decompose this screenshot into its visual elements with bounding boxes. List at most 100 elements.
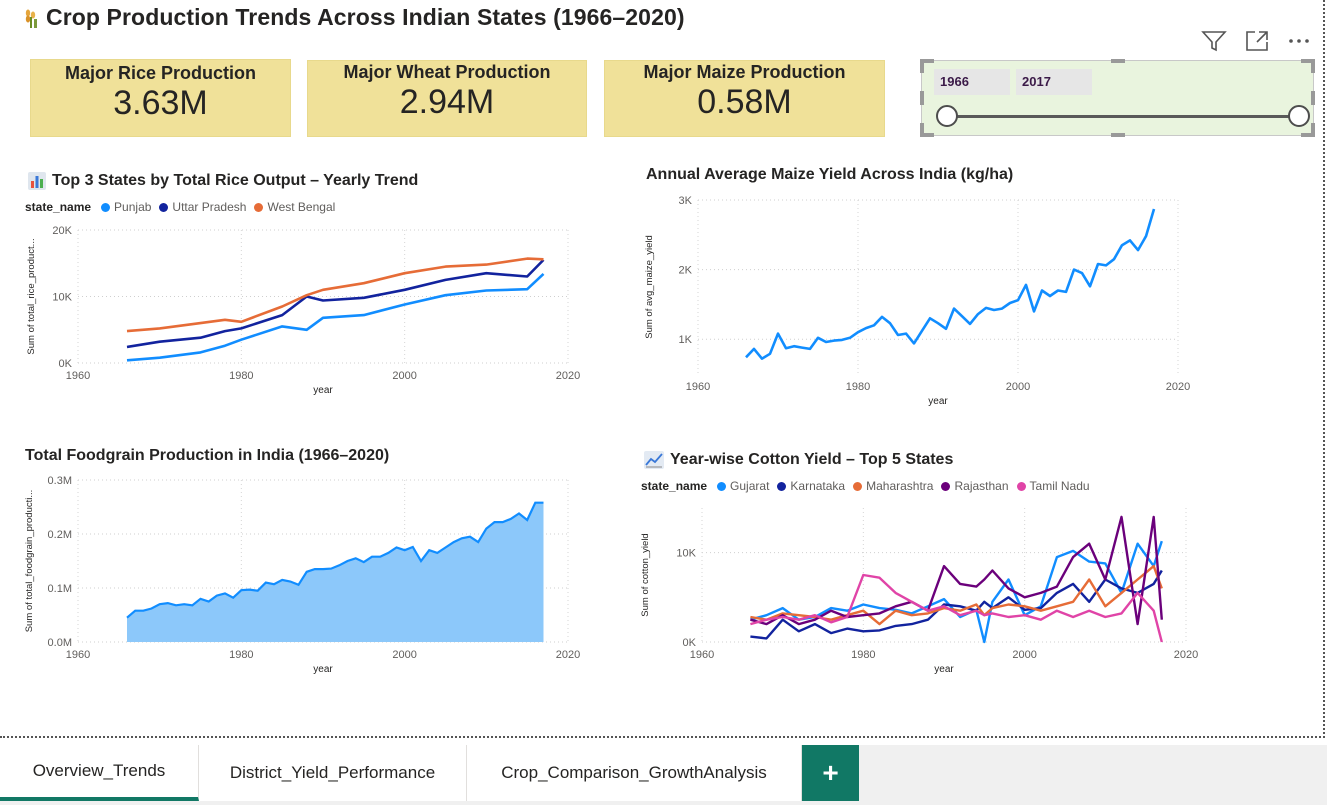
bar-chart-icon [28,172,46,190]
x-tick-label: 2000 [1012,649,1036,661]
x-axis-label: year [313,664,333,675]
series-line-rajasthan [750,515,1163,626]
chart-title-text: Total Foodgrain Production in India (196… [25,447,390,464]
resize-handle[interactable] [1111,133,1125,137]
series-line-gujarat [750,540,1163,644]
title-row: Crop Production Trends Across Indian Sta… [22,4,685,31]
report-canvas: Crop Production Trends Across Indian Sta… [0,0,1325,738]
tab-overview-trends[interactable]: Overview_Trends [0,745,199,801]
rice-line-chart[interactable]: 0K 10K 20K 1960 1980 2000 2020 year Sum of total… [20,218,610,408]
more-options-icon[interactable] [1287,30,1311,52]
legend-item[interactable]: Punjab [114,200,152,214]
x-tick-label: 2000 [392,649,416,661]
slicer-start-input[interactable]: 1966 [934,69,1010,95]
slicer-track[interactable] [948,115,1300,118]
x-tick-label: 1960 [66,370,90,382]
chart-title-text: Year-wise Cotton Yield – Top 5 States [670,451,954,468]
kpi-label: Major Rice Production [64,63,257,83]
y-tick-label: 0.1M [48,583,72,595]
legend-marker-west-bengal [254,202,264,212]
cotton-chart-title: Year-wise Cotton Yield – Top 5 States [644,451,953,469]
x-tick-label: 1960 [66,649,90,661]
legend-item[interactable]: Gujarat [730,479,770,493]
resize-handle[interactable] [1301,133,1315,137]
x-axis-label: year [313,385,333,396]
legend-item[interactable]: Tamil Nadu [1029,479,1090,493]
visual-toolbar [1201,30,1311,52]
maize-chart-title: Annual Average Maize Yield Across India … [646,166,1013,184]
legend-item[interactable]: Maharashtra [866,479,934,493]
legend-marker-uttar-pradesh [159,202,169,212]
tab-district-yield-performance[interactable]: District_Yield_Performance [199,745,467,801]
wheat-icon [25,9,37,28]
kpi-card-rice[interactable]: Major Rice Production 3.63M [30,59,291,137]
x-tick-label: 2000 [392,370,416,382]
series-line-foodgrain [126,501,544,619]
slicer-start-handle[interactable] [936,105,958,127]
kpi-value: 0.58M [697,83,792,121]
legend-title: state_name [25,200,92,214]
y-axis-label: Sum of cotton_yield [640,533,651,616]
legend-item[interactable]: West Bengal [267,200,336,214]
resize-handle[interactable] [920,133,934,137]
y-axis-label: Sum of total_foodgrain_producti... [24,490,35,633]
y-tick-label: 20K [52,225,72,237]
x-tick-label: 2020 [1166,381,1190,393]
resize-handle[interactable] [1311,59,1315,73]
resize-handle[interactable] [920,59,934,63]
resize-handle[interactable] [920,59,924,73]
x-tick-label: 2020 [1174,649,1198,661]
filter-icon[interactable] [1201,30,1227,52]
legend-marker-tamil-nadu [1016,481,1026,491]
y-tick-label: 0.2M [48,529,72,541]
legend-marker-karnataka [777,481,787,491]
series-line-uttar-pradesh [126,258,545,349]
y-tick-label: 10K [52,292,72,304]
slicer-end-handle[interactable] [1288,105,1310,127]
resize-handle[interactable] [920,91,924,105]
rice-legend: state_name Punjab Uttar Pradesh West Ben… [25,200,335,214]
resize-handle[interactable] [1311,123,1315,137]
kpi-card-maize[interactable]: Major Maize Production 0.58M [604,60,885,137]
x-axis-label: year [928,396,948,407]
legend-item[interactable]: Rajasthan [954,479,1009,493]
foodgrain-chart-title: Total Foodgrain Production in India (196… [25,447,389,465]
maize-line-chart[interactable]: 1K 2K 3K 1960 1980 2000 2020 year Sum of avg_mai… [640,186,1220,418]
x-tick-label: 1960 [690,649,714,661]
kpi-card-wheat[interactable]: Major Wheat Production 2.94M [307,60,587,137]
year-range-slicer[interactable]: 1966 2017 [920,59,1315,137]
resize-handle[interactable] [1111,59,1125,63]
resize-handle[interactable] [1311,91,1315,105]
legend-marker-punjab [101,202,111,212]
y-tick-label: 0K [59,358,73,370]
chart-title-text: Annual Average Maize Yield Across India … [646,166,1014,183]
series-line-tamil-nadu [750,573,1163,643]
slicer-end-input[interactable]: 2017 [1016,69,1092,95]
resize-handle[interactable] [920,123,924,137]
legend-item[interactable]: Karnataka [790,479,846,493]
series-line-west-bengal [126,257,544,333]
y-tick-label: 2K [679,265,693,277]
series-line-maize-yield [745,208,1156,360]
x-tick-label: 1980 [229,370,253,382]
focus-mode-icon[interactable] [1245,30,1269,52]
y-axis-label: Sum of total_rice_product... [26,238,37,354]
tab-crop-comparison-growth-analysis[interactable]: Crop_Comparison_GrowthAnalysis [467,745,802,801]
legend-title: state_name [641,479,708,493]
x-tick-label: 1980 [229,649,253,661]
rice-chart-title: Top 3 States by Total Rice Output – Year… [28,172,418,190]
y-tick-label: 10K [676,548,696,560]
kpi-label: Major Maize Production [643,62,846,82]
page-title: Crop Production Trends Across Indian Sta… [46,4,685,30]
foodgrain-area-chart[interactable]: 0.0M 0.1M 0.2M 0.3M 1960 1980 2000 2020 year Sum … [20,468,610,682]
y-tick-label: 0.3M [48,475,72,487]
add-page-button[interactable]: + [802,745,859,801]
chart-title-text: Top 3 States by Total Rice Output – Year… [52,172,419,189]
resize-handle[interactable] [1301,59,1315,63]
y-axis-label: Sum of avg_maize_yield [644,235,655,339]
x-tick-label: 1960 [686,381,710,393]
kpi-label: Major Wheat Production [343,62,551,82]
cotton-line-chart[interactable]: 0K 10K 1960 1980 2000 2020 year Sum of cotton_y… [638,496,1218,682]
legend-marker-maharashtra [853,481,863,491]
legend-item[interactable]: Uttar Pradesh [172,200,247,214]
